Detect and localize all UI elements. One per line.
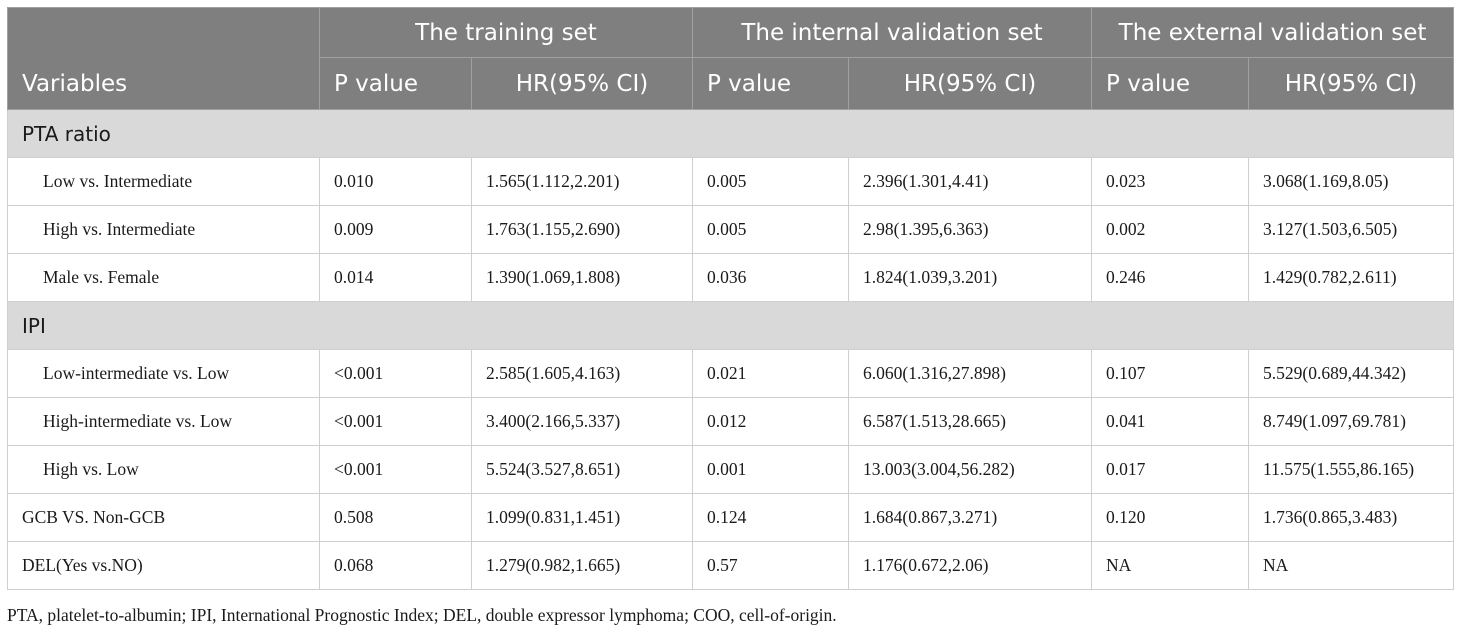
table-footnote: PTA, platelet-to-albumin; IPI, Internati…	[7, 605, 837, 625]
table-header: Variables The training set The internal …	[7, 7, 1455, 110]
p-value-cell: 0.005	[692, 157, 849, 206]
section-row: PTA ratio	[6, 109, 1455, 158]
table-body: PTA ratio Low vs. Intermediate 0.010 1.565(…	[6, 109, 1455, 590]
section-label: IPI	[6, 301, 1455, 350]
results-table-container: Variables The training set The internal …	[6, 7, 1455, 590]
p-value-cell: 0.021	[692, 349, 849, 398]
p-value-cell: <0.001	[319, 445, 472, 494]
hr-ci-cell: 6.587(1.513,28.665)	[847, 397, 1093, 446]
table-row: High-intermediate vs. Low <0.001 3.400(2.1…	[7, 397, 1455, 446]
variable-label: High-intermediate vs. Low	[7, 397, 320, 446]
hr-ci-cell: 8.749(1.097,69.781)	[1248, 397, 1455, 446]
variable-label: Low-intermediate vs. Low	[7, 349, 320, 398]
p-value-cell: 0.001	[692, 445, 849, 494]
p-value-cell: 0.017	[1091, 445, 1250, 494]
hr-ci-cell: 3.400(2.166,5.337)	[471, 397, 693, 446]
hr-ci-cell: 1.565(1.112,2.201)	[471, 157, 693, 206]
hr-ci-cell: 1.279(0.982,1.665)	[471, 541, 693, 590]
header-p-value: P value	[692, 57, 849, 110]
p-value-cell: 0.124	[692, 493, 849, 542]
p-value-cell: 0.036	[692, 253, 849, 302]
table-row: GCB VS. Non-GCB 0.508 1.099(0.831,1.451) 0.…	[7, 493, 1455, 542]
hr-ci-cell: 13.003(3.004,56.282)	[847, 445, 1093, 494]
hr-ci-cell: 1.390(1.069,1.808)	[471, 253, 693, 302]
p-value-cell: 0.014	[319, 253, 472, 302]
hr-ci-cell: 1.824(1.039,3.201)	[847, 253, 1093, 302]
p-value-cell: 0.012	[692, 397, 849, 446]
p-value-cell: 0.068	[319, 541, 472, 590]
p-value-cell: 0.246	[1091, 253, 1250, 302]
hr-ci-cell: 5.529(0.689,44.342)	[1248, 349, 1455, 398]
header-hr-ci: HR(95% CI)	[1248, 57, 1455, 110]
p-value-cell: 0.005	[692, 205, 849, 254]
hr-ci-cell: 1.684(0.867,3.271)	[847, 493, 1093, 542]
table-row: Male vs. Female 0.014 1.390(1.069,1.808) 0.…	[7, 253, 1455, 302]
p-value-cell: 0.023	[1091, 157, 1250, 206]
hr-ci-cell: 2.396(1.301,4.41)	[847, 157, 1093, 206]
p-value-cell: 0.010	[319, 157, 472, 206]
header-training-set: The training set	[319, 7, 693, 58]
variable-label: GCB VS. Non-GCB	[7, 493, 320, 542]
p-value-cell: <0.001	[319, 397, 472, 446]
table-row: High vs. Intermediate 0.009 1.763(1.155,2.…	[7, 205, 1455, 254]
variable-label: DEL(Yes vs.NO)	[7, 541, 320, 590]
hr-ci-cell: 1.763(1.155,2.690)	[471, 205, 693, 254]
p-value-cell: 0.57	[692, 541, 849, 590]
table-row: High vs. Low <0.001 5.524(3.527,8.651) 0.00…	[7, 445, 1455, 494]
variable-label: High vs. Low	[7, 445, 320, 494]
hr-ci-cell: 6.060(1.316,27.898)	[847, 349, 1093, 398]
table-row: Low-intermediate vs. Low <0.001 2.585(1.60…	[7, 349, 1455, 398]
p-value-cell: 0.107	[1091, 349, 1250, 398]
table-row: Low vs. Intermediate 0.010 1.565(1.112,2.2…	[7, 157, 1455, 206]
header-variables: Variables	[7, 7, 320, 110]
hr-ci-cell: 3.127(1.503,6.505)	[1248, 205, 1455, 254]
section-label: PTA ratio	[6, 109, 1455, 158]
hr-ci-cell: 1.429(0.782,2.611)	[1248, 253, 1455, 302]
hr-ci-cell: 1.099(0.831,1.451)	[471, 493, 693, 542]
hr-ci-cell: 2.585(1.605,4.163)	[471, 349, 693, 398]
section-row: IPI	[6, 301, 1455, 350]
hr-ci-cell: 11.575(1.555,86.165)	[1248, 445, 1455, 494]
variable-label: Male vs. Female	[7, 253, 320, 302]
p-value-cell: 0.120	[1091, 493, 1250, 542]
p-value-cell: NA	[1091, 541, 1250, 590]
header-hr-ci: HR(95% CI)	[847, 57, 1093, 110]
hr-ci-cell: 1.176(0.672,2.06)	[847, 541, 1093, 590]
header-p-value: P value	[319, 57, 472, 110]
hr-ci-cell: 2.98(1.395,6.363)	[847, 205, 1093, 254]
header-p-value: P value	[1091, 57, 1250, 110]
p-value-cell: 0.002	[1091, 205, 1250, 254]
hr-ci-cell: 1.736(0.865,3.483)	[1248, 493, 1455, 542]
variable-label: High vs. Intermediate	[7, 205, 320, 254]
header-hr-ci: HR(95% CI)	[471, 57, 693, 110]
variable-label: Low vs. Intermediate	[7, 157, 320, 206]
hr-ci-cell: 3.068(1.169,8.05)	[1248, 157, 1455, 206]
hr-ci-cell: NA	[1248, 541, 1455, 590]
header-external-validation-set: The external validation set	[1091, 7, 1455, 58]
table-row: DEL(Yes vs.NO) 0.068 1.279(0.982,1.665) 0.5…	[7, 541, 1455, 590]
hazard-ratio-table: Variables The training set The internal …	[6, 7, 1455, 590]
header-internal-validation-set: The internal validation set	[691, 7, 1093, 58]
p-value-cell: 0.009	[319, 205, 472, 254]
p-value-cell: 0.508	[319, 493, 472, 542]
hr-ci-cell: 5.524(3.527,8.651)	[471, 445, 693, 494]
p-value-cell: <0.001	[319, 349, 472, 398]
p-value-cell: 0.041	[1091, 397, 1250, 446]
